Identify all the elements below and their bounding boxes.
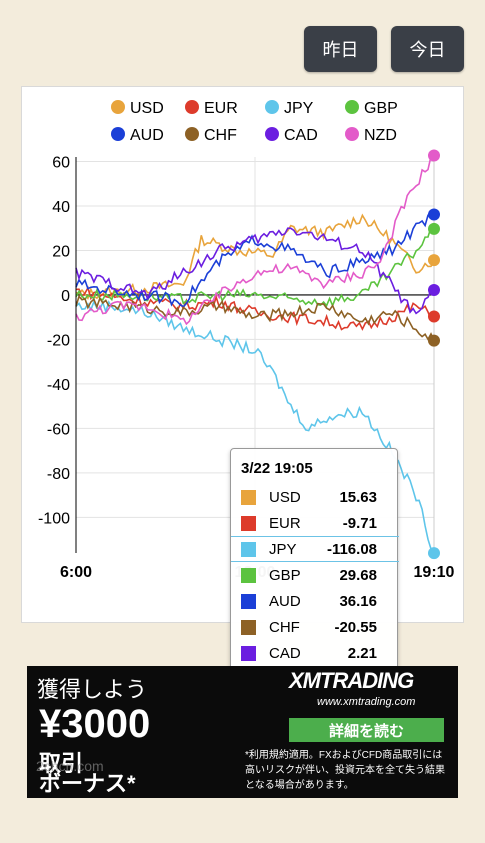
series-endpoint-eur [428, 310, 440, 323]
series-line-gbp [75, 226, 435, 308]
tooltip-row-chf: CHF -20.55 [231, 614, 399, 640]
tooltip-currency: GBP [269, 566, 301, 584]
y-tick-label: -80 [47, 466, 70, 483]
tooltip-swatch [241, 645, 256, 661]
y-tick-label: 40 [52, 199, 70, 216]
watermark: 2chcn.com [36, 758, 104, 774]
tooltip-currency: CHF [269, 618, 300, 636]
tooltip-swatch [241, 593, 256, 609]
chart-legend: USD EUR JPY GBP AUD CHF CAD NZD [111, 100, 398, 144]
tooltip-currency: AUD [269, 592, 301, 610]
tooltip-currency: JPY [269, 540, 297, 558]
tooltip-row-usd: USD 15.63 [231, 484, 399, 510]
series-endpoint-aud [428, 208, 440, 221]
legend-label-eur: EUR [204, 100, 238, 117]
ad-read-more-button[interactable]: 詳細を読む [289, 718, 444, 742]
yesterday-button[interactable]: 昨日 [304, 26, 377, 72]
series-line-chf [75, 294, 435, 342]
x-tick-label: 19:10 [414, 564, 455, 581]
tooltip-value: 2.21 [347, 644, 377, 662]
legend-dot-eur [185, 100, 199, 114]
chart-lines [75, 149, 440, 560]
ad-bonus: ボーナス* [39, 771, 136, 796]
ad-amount: ¥3000 [39, 702, 151, 746]
tooltip-row-cad: CAD 2.21 [231, 640, 399, 666]
tooltip-swatch [241, 619, 256, 635]
series-line-aud [75, 210, 435, 308]
series-endpoint-cad [428, 284, 440, 297]
x-tick-label: 6:00 [60, 564, 92, 581]
tooltip-swatch [241, 567, 256, 583]
series-line-nzd [75, 154, 435, 326]
ad-url: www.xmtrading.com [317, 696, 416, 708]
series-endpoint-chf [428, 334, 440, 347]
tooltip-value: 29.68 [339, 566, 377, 584]
y-tick-label: -100 [38, 510, 70, 527]
series-endpoint-usd [428, 254, 440, 267]
legend-dot-usd [111, 100, 125, 114]
series-endpoint-jpy [428, 547, 440, 560]
y-tick-label: 20 [52, 243, 70, 260]
series-endpoint-nzd [428, 149, 440, 162]
ad-logo: XMTRADING [289, 668, 414, 693]
legend-label-chf: CHF [204, 127, 237, 144]
legend-label-nzd: NZD [364, 127, 397, 144]
y-tick-label: 60 [52, 154, 70, 171]
y-tick-label: -40 [47, 377, 70, 394]
legend-label-jpy: JPY [284, 100, 314, 117]
tooltip-title: 3/22 19:05 [241, 460, 313, 477]
chart-tooltip: 3/22 19:05 USD 15.63 EUR -9.71 JPY -116.08 GBP… [230, 448, 399, 700]
legend-dot-chf [185, 127, 199, 141]
legend-label-gbp: GBP [364, 100, 398, 117]
ad-subtitle: 取引 [39, 751, 84, 776]
legend-label-usd: USD [130, 100, 164, 117]
tooltip-value: -116.08 [326, 540, 377, 558]
ad-headline: 獲得しよう [37, 677, 148, 702]
legend-dot-cad [265, 127, 279, 141]
ad-banner[interactable]: 獲得しよう ¥3000 取引 ボーナス* XMTRADING www.xmtra… [27, 666, 458, 798]
legend-dot-aud [111, 127, 125, 141]
legend-dot-gbp [345, 100, 359, 114]
tooltip-currency: EUR [269, 514, 301, 532]
tooltip-value: 36.16 [339, 592, 377, 610]
tooltip-swatch [241, 515, 256, 531]
series-endpoint-gbp [428, 222, 440, 235]
tooltip-value: 15.63 [339, 488, 377, 506]
series-line-cad [75, 227, 435, 315]
tooltip-currency: CAD [269, 644, 301, 662]
tooltip-row-gbp: GBP 29.68 [231, 562, 399, 588]
tooltip-currency: USD [269, 488, 301, 506]
tooltip-swatch [241, 541, 256, 557]
series-line-jpy [75, 299, 435, 554]
tooltip-row-jpy: JPY -116.08 [231, 536, 399, 562]
ad-disclaimer: *利用規約適用。FXおよびCFD商品取引には高いリスクが伴い、投資元本を全て失う… [245, 750, 445, 791]
y-tick-label: -20 [47, 332, 70, 349]
y-tick-label: -60 [47, 421, 70, 438]
y-tick-label: 0 [61, 288, 70, 305]
legend-label-cad: CAD [284, 127, 318, 144]
legend-label-aud: AUD [130, 127, 164, 144]
today-button[interactable]: 今日 [391, 26, 464, 72]
legend-dot-nzd [345, 127, 359, 141]
legend-dot-jpy [265, 100, 279, 114]
tooltip-value: -20.55 [334, 618, 377, 636]
tooltip-value: -9.71 [342, 514, 377, 532]
tooltip-row-aud: AUD 36.16 [231, 588, 399, 614]
tooltip-row-eur: EUR -9.71 [231, 510, 399, 536]
tooltip-swatch [241, 489, 256, 505]
